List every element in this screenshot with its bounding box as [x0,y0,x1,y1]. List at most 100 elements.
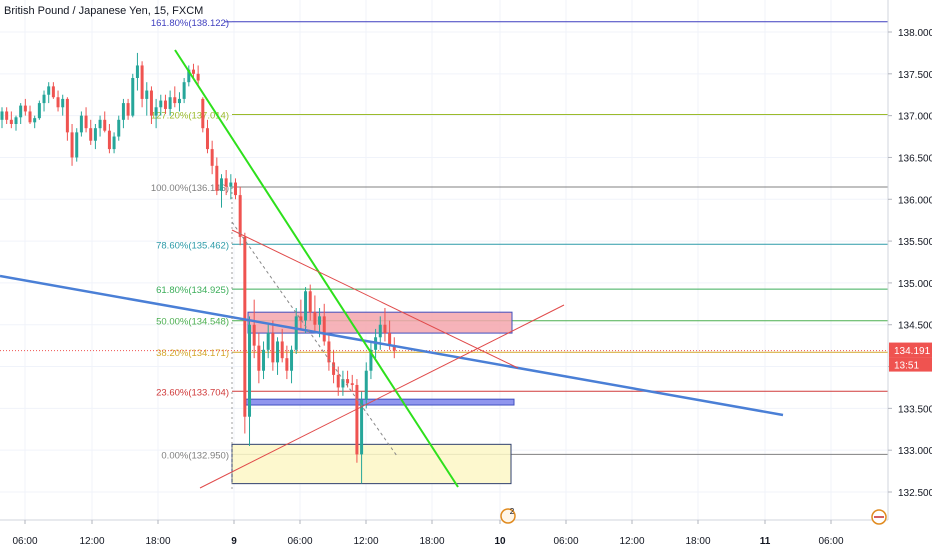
candle-body [318,316,322,325]
candle-body [327,341,331,363]
candle-body [107,130,111,150]
last-price-badge [889,342,932,358]
candle-body [219,178,223,191]
fib-level-label: 0.00%(132.950) [161,450,229,461]
candle-body [187,69,191,83]
red-channel-line [199,304,565,489]
candle-body [346,379,350,384]
candle-body [89,128,93,141]
fib-level-label: 61.80%(134.925) [156,285,229,296]
candle-body [392,345,396,351]
candle-body [266,333,270,350]
candle-body [205,128,209,150]
candle-body [378,324,382,338]
candle-body [252,324,256,346]
candle-body [341,379,345,388]
candle-body [388,333,392,346]
candle-body [37,103,41,119]
candle-body [350,383,354,385]
fib-trend-dashed-line [231,221,398,457]
event-marker-icon [500,508,516,524]
candle-body [308,291,312,313]
candle-body [47,86,51,95]
chart-title: British Pound / Japanese Yen, 15, FXCM [4,5,204,17]
candle-body [9,119,13,124]
candle-body [65,98,69,133]
candle-body [383,324,387,334]
candle-body [229,182,233,187]
candle-body [276,341,280,363]
candle-body [5,111,9,120]
candle-body [322,316,326,342]
candle-body [210,149,214,166]
x-tick-label: 06:00 [553,536,578,547]
candle-body [33,118,37,123]
candle-body [234,182,237,196]
candle-body [112,136,116,150]
candle-body [280,341,284,359]
candle-body [304,291,308,321]
time-axis [0,520,932,550]
candle-body [121,103,125,120]
candle-body [355,384,359,455]
candle-body [149,90,153,116]
candle-body [215,165,219,191]
candle-body [294,316,298,350]
x-tick-label: 18:00 [145,536,170,547]
fib-level-label: 23.60%(133.704) [156,387,229,398]
candle-body [369,349,373,371]
x-tick-label: 12:00 [619,536,644,547]
candle-body [154,107,158,116]
candle-body [79,115,83,133]
candle-body [19,105,23,118]
price-axis [888,0,932,550]
x-tick-label: 9 [231,536,237,547]
candle-body [201,98,205,129]
candle-body [56,97,60,108]
y-tick-label: 134.500 [898,321,932,332]
candle-body [290,349,294,371]
candle-body [243,236,247,417]
y-tick-label: 137.500 [898,70,932,81]
candle-body [70,132,74,158]
x-tick-label: 06:00 [287,536,312,547]
event-marker-count: 2 [510,507,515,516]
fib-level-label: 100.00%(136.146) [151,183,229,194]
candle-body [14,117,18,124]
green-trendline [174,49,459,488]
y-tick-label: 133.500 [898,404,932,415]
y-tick-label: 135.500 [898,237,932,248]
range-zone [231,443,512,485]
candle-body [336,374,340,388]
candle-body [224,178,228,187]
candle-body [360,400,364,455]
candle-body [238,195,242,237]
y-tick-label: 138.000 [898,28,932,39]
y-tick-label: 136.000 [898,195,932,206]
red-channel-line [231,229,519,369]
y-tick-label: 137.000 [898,112,932,123]
y-tick-label: 132.500 [898,488,932,499]
candle-body [191,69,195,74]
candle-body [182,82,186,99]
x-tick-label: 10 [494,536,506,547]
candle-body [332,362,336,375]
support-zone [245,398,515,406]
y-tick-label: 135.000 [898,279,932,290]
candle-body [145,90,149,99]
fib-level-label: 38.20%(134.171) [156,348,229,359]
candle-body [168,97,172,109]
candle-body [51,86,55,98]
x-tick-label: 06:00 [818,536,843,547]
candle-body [0,111,4,120]
candle-body [98,119,102,129]
fib-level-label: 127.20%(137.014) [151,110,229,121]
countdown-label: 13:51 [894,361,919,372]
candle-body [75,132,79,158]
x-tick-label: 18:00 [685,536,710,547]
fib-level-label: 50.00%(134.548) [156,317,229,328]
x-tick-label: 06:00 [12,536,37,547]
y-tick-label: 136.500 [898,153,932,164]
